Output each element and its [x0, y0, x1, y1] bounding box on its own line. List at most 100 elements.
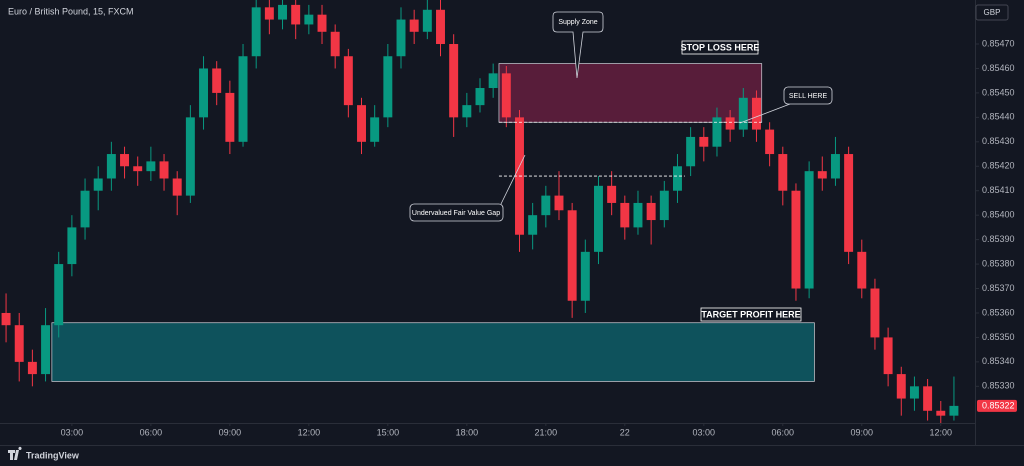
- candle-body: [620, 202, 630, 228]
- candle-body: [804, 171, 814, 289]
- candle-body: [607, 185, 617, 203]
- y-tick-label: 0.85360: [982, 307, 1015, 317]
- plot-area: [1, 0, 959, 423]
- candle-body: [159, 161, 169, 179]
- x-tick-label: 03:00: [61, 427, 84, 437]
- candle-body: [830, 154, 840, 179]
- y-tick-label: 0.85390: [982, 234, 1015, 244]
- candle-body: [291, 4, 301, 25]
- candle-body: [541, 195, 551, 216]
- zone: [51, 322, 815, 382]
- candle-body: [791, 190, 801, 289]
- last-price-box: [977, 399, 1017, 412]
- target-box: [700, 307, 802, 322]
- candle-body: [251, 7, 261, 57]
- sell-label: SELL HERE: [789, 93, 828, 100]
- footer: [0, 445, 1024, 466]
- candle-body: [133, 166, 143, 172]
- gap-callout: [409, 203, 504, 222]
- candle-body: [264, 7, 274, 20]
- candle-body: [936, 410, 946, 416]
- candle-body: [659, 190, 669, 221]
- stop-box: [681, 40, 759, 55]
- supply-label: Supply Zone: [558, 19, 597, 26]
- candle-body: [844, 154, 854, 252]
- candle-body: [580, 251, 590, 301]
- candle-body: [80, 190, 90, 228]
- footer-border: [0, 445, 1024, 446]
- candle-body: [672, 166, 682, 191]
- currency[interactable]: GBP: [984, 8, 1001, 17]
- zone: [498, 63, 763, 123]
- y-tick-label: 0.85430: [982, 136, 1015, 146]
- x-tick-label: 03:00: [693, 427, 716, 437]
- candle-body: [106, 154, 116, 179]
- candle-body: [436, 9, 445, 45]
- stop-label: STOP LOSS HERE: [681, 42, 760, 52]
- candle-body: [594, 185, 603, 252]
- candle-body: [817, 171, 827, 179]
- candle-body: [554, 195, 564, 211]
- y-tick-label: 0.85330: [982, 381, 1015, 391]
- candle-body: [67, 227, 77, 265]
- y-tick-label: 0.85370: [982, 283, 1015, 293]
- chart-title: Euro / British Pound, 15, FXCM: [8, 6, 134, 16]
- y-tick-label: 0.85470: [982, 38, 1015, 48]
- candle-body: [462, 105, 472, 118]
- x-tick-label: 12:00: [298, 427, 321, 437]
- candle-body: [923, 386, 933, 411]
- supply-callout: [552, 11, 604, 79]
- x-tick-label: 09:00: [851, 427, 874, 437]
- candle-body: [54, 264, 64, 326]
- y-tick-label: 0.85450: [982, 87, 1015, 97]
- candle-body: [370, 117, 380, 142]
- candle-body: [14, 325, 24, 362]
- candle-body: [686, 136, 696, 167]
- candle-body: [896, 374, 906, 399]
- y-tick-label: 0.85460: [982, 63, 1015, 73]
- candle-body: [870, 288, 880, 338]
- candle-body: [567, 210, 577, 301]
- candle-body: [712, 117, 722, 147]
- x-axis-line: [0, 423, 976, 424]
- candle-body: [751, 97, 761, 130]
- candle-body: [330, 31, 340, 57]
- candle-body: [120, 154, 130, 167]
- brand: TradingView: [26, 450, 80, 460]
- candle-body: [41, 325, 51, 375]
- candle-body: [501, 73, 511, 118]
- candle-body: [528, 215, 538, 235]
- candle-body: [225, 92, 235, 142]
- candle-body: [449, 44, 459, 118]
- x-tick-label: 18:00: [456, 427, 479, 437]
- candle-body: [488, 73, 498, 89]
- candle-body: [172, 178, 182, 196]
- x-tick-label: 21:00: [535, 427, 558, 437]
- candle-body: [146, 161, 156, 172]
- candle-body: [278, 4, 287, 20]
- candle-body: [633, 202, 643, 228]
- candle-body: [883, 337, 893, 375]
- x-tick-label: 06:00: [772, 427, 795, 437]
- currency-button[interactable]: [975, 4, 1009, 21]
- gap-label: Undervalued Fair Value Gap: [412, 210, 500, 217]
- last-price-label: 0.85322: [982, 400, 1015, 410]
- candle-body: [383, 56, 393, 118]
- candle-body: [199, 68, 209, 118]
- candle-body: [778, 154, 788, 191]
- sell-callout: [783, 86, 833, 105]
- y-axis-line: [975, 0, 976, 445]
- candle-body: [475, 88, 485, 106]
- y-tick-label: 0.85410: [982, 185, 1015, 195]
- y-tick-label: 0.85420: [982, 161, 1015, 171]
- candle-body: [909, 386, 919, 399]
- x-tick-label: 22: [620, 427, 630, 437]
- y-tick-label: 0.85340: [982, 356, 1015, 366]
- candle-body: [738, 97, 748, 130]
- y-tick-label: 0.85400: [982, 210, 1015, 220]
- candle-body: [857, 251, 867, 289]
- brand-logo: [8, 446, 22, 460]
- candle-body: [212, 68, 222, 93]
